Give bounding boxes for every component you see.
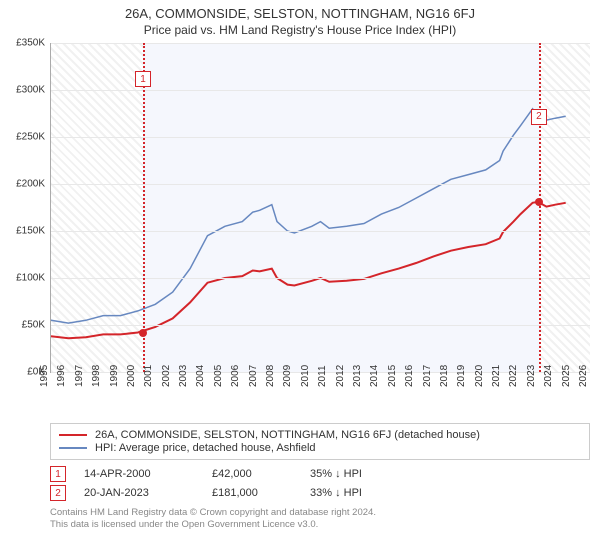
event-table: 1 14-APR-2000 £42,000 35% ↓ HPI 2 20-JAN…: [50, 466, 590, 501]
x-axis-label: 2010: [300, 365, 311, 387]
y-gridline: [51, 231, 590, 232]
x-axis-label: 2026: [578, 365, 589, 387]
x-axis-label: 2001: [143, 365, 154, 387]
x-axis-label: 1996: [56, 365, 67, 387]
event-marker-box: 1: [50, 466, 66, 482]
x-axis-label: 2000: [126, 365, 137, 387]
x-axis-label: 2021: [491, 365, 502, 387]
x-axis-label: 2014: [369, 365, 380, 387]
x-axis-label: 2005: [213, 365, 224, 387]
event-marker-box: 2: [50, 485, 66, 501]
chart-event-point: [139, 329, 147, 337]
x-axis-label: 2017: [421, 365, 432, 387]
x-axis-label: 2025: [560, 365, 571, 387]
legend-label: HPI: Average price, detached house, Ashf…: [95, 442, 316, 454]
y-gridline: [51, 278, 590, 279]
y-gridline: [51, 43, 590, 44]
chart-lines: [51, 43, 590, 372]
event-price: £42,000: [212, 468, 292, 480]
chart-series-line: [51, 109, 566, 323]
y-axis-label: £300K: [16, 85, 51, 96]
event-row: 2 20-JAN-2023 £181,000 33% ↓ HPI: [50, 485, 590, 501]
x-axis-label: 1997: [74, 365, 85, 387]
chart-event-label: 1: [135, 71, 151, 87]
legend-label: 26A, COMMONSIDE, SELSTON, NOTTINGHAM, NG…: [95, 429, 480, 441]
chart-series-line: [51, 202, 566, 338]
y-axis-label: £50K: [22, 320, 51, 331]
y-axis-label: £250K: [16, 132, 51, 143]
x-axis-label: 2013: [352, 365, 363, 387]
y-axis-label: £150K: [16, 226, 51, 237]
event-pct: 35% ↓ HPI: [310, 468, 410, 480]
y-gridline: [51, 325, 590, 326]
x-axis-label: 2022: [508, 365, 519, 387]
y-axis-label: £350K: [16, 38, 51, 49]
legend-swatch: [59, 447, 87, 449]
x-axis-label: 2004: [195, 365, 206, 387]
x-axis-label: 2016: [404, 365, 415, 387]
x-axis-label: 1998: [91, 365, 102, 387]
legend: 26A, COMMONSIDE, SELSTON, NOTTINGHAM, NG…: [50, 423, 590, 460]
legend-swatch: [59, 434, 87, 436]
x-axis-label: 1995: [39, 365, 50, 387]
y-axis-label: £100K: [16, 273, 51, 284]
event-row: 1 14-APR-2000 £42,000 35% ↓ HPI: [50, 466, 590, 482]
page-subtitle: Price paid vs. HM Land Registry's House …: [0, 23, 600, 37]
x-axis-label: 2006: [230, 365, 241, 387]
x-axis-label: 2009: [282, 365, 293, 387]
x-axis-label: 2020: [474, 365, 485, 387]
x-axis-label: 1999: [108, 365, 119, 387]
chart-event-line: [539, 43, 541, 372]
x-axis-label: 2024: [543, 365, 554, 387]
footer: Contains HM Land Registry data © Crown c…: [50, 507, 590, 532]
footer-line: This data is licensed under the Open Gov…: [50, 519, 590, 531]
x-axis-label: 2002: [161, 365, 172, 387]
event-date: 20-JAN-2023: [84, 487, 194, 499]
y-axis-label: £200K: [16, 179, 51, 190]
page-title: 26A, COMMONSIDE, SELSTON, NOTTINGHAM, NG…: [0, 6, 600, 21]
chart-event-line: [143, 43, 145, 372]
legend-item: 26A, COMMONSIDE, SELSTON, NOTTINGHAM, NG…: [59, 429, 581, 441]
price-chart: £0K£50K£100K£150K£200K£250K£300K£350K12: [50, 43, 590, 373]
chart-event-label: 2: [531, 109, 547, 125]
x-axis-label: 2011: [317, 365, 328, 387]
y-gridline: [51, 184, 590, 185]
x-axis-label: 2008: [265, 365, 276, 387]
y-gridline: [51, 137, 590, 138]
x-axis-label: 2007: [248, 365, 259, 387]
event-pct: 33% ↓ HPI: [310, 487, 410, 499]
event-date: 14-APR-2000: [84, 468, 194, 480]
x-axis-label: 2003: [178, 365, 189, 387]
chart-event-point: [535, 198, 543, 206]
x-axis-ticks: 1995199619971998199920002001200220032004…: [50, 373, 590, 419]
footer-line: Contains HM Land Registry data © Crown c…: [50, 507, 590, 519]
y-gridline: [51, 90, 590, 91]
x-axis-label: 2015: [387, 365, 398, 387]
x-axis-label: 2018: [439, 365, 450, 387]
x-axis-label: 2023: [526, 365, 537, 387]
event-price: £181,000: [212, 487, 292, 499]
x-axis-label: 2012: [334, 365, 345, 387]
x-axis-label: 2019: [456, 365, 467, 387]
legend-item: HPI: Average price, detached house, Ashf…: [59, 442, 581, 454]
